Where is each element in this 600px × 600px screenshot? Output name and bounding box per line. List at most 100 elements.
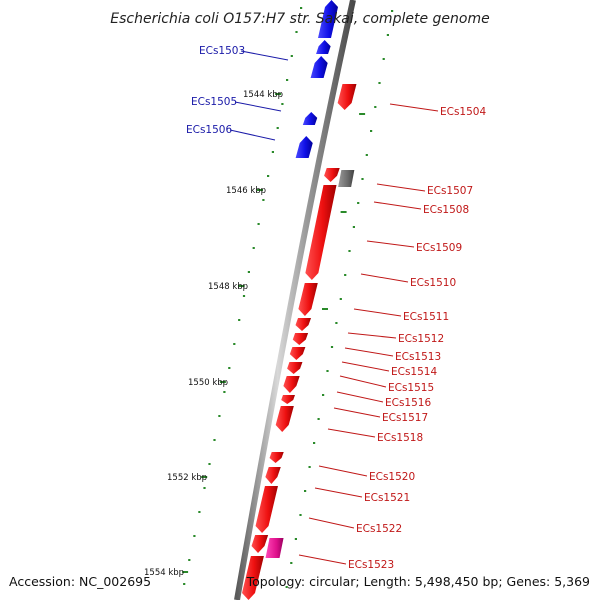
gene-label[interactable]: ECs1508 (423, 204, 469, 216)
kbp-label: 1546 kbp (226, 186, 266, 196)
leader-line (229, 129, 276, 141)
gene-features (242, 0, 357, 600)
kbp-tick (201, 476, 208, 478)
gene-label[interactable]: ECs1517 (382, 412, 428, 424)
gene-feature (275, 406, 294, 432)
gene-feature (269, 452, 284, 463)
tick-dot (290, 562, 293, 564)
leader-line (373, 201, 422, 210)
gene-feature (295, 318, 312, 331)
tick-dot (290, 55, 293, 57)
tick-dot (322, 394, 325, 396)
kbp-tick (219, 381, 226, 383)
kbp-tick (238, 285, 245, 287)
tick-dot (335, 322, 338, 324)
tick-dot (326, 370, 329, 372)
tick-dot (271, 151, 274, 153)
gene-feature (305, 185, 337, 280)
tick-dot (294, 538, 297, 540)
gene-label[interactable]: ECs1507 (427, 185, 473, 197)
tick-dot (223, 391, 226, 393)
gene-label[interactable]: ECs1506 (186, 124, 232, 136)
tick-dot (188, 559, 191, 561)
tick-dot (365, 154, 368, 156)
tick-dot (391, 10, 394, 12)
leader-line (327, 428, 376, 438)
gene-label[interactable]: ECs1523 (348, 559, 394, 571)
tick-dot (295, 31, 298, 33)
gene-feature (289, 347, 306, 360)
kbp-tick (257, 189, 263, 191)
leader-line (344, 347, 394, 357)
gene-feature (316, 40, 331, 54)
gene-label[interactable]: ECs1516 (385, 397, 431, 409)
gene-label[interactable]: ECs1503 (199, 45, 245, 57)
gene-feature (302, 112, 318, 125)
kbp-tick (275, 93, 282, 95)
kbp-tick (182, 571, 189, 573)
gene-label[interactable]: ECs1515 (388, 382, 434, 394)
leader-line (318, 465, 368, 477)
tick-dot (317, 418, 320, 420)
gene-label[interactable]: ECs1504 (440, 106, 486, 118)
tick-dot (267, 175, 270, 177)
tick-dot (252, 247, 255, 249)
gene-label[interactable]: ECs1521 (364, 492, 410, 504)
tick-dot (370, 130, 373, 132)
gene-label[interactable]: ECs1513 (395, 351, 441, 363)
tick-dot (304, 490, 307, 492)
leader-line (347, 332, 397, 339)
tick-dot (299, 514, 302, 516)
label-leader-lines (229, 50, 439, 565)
gene-label[interactable]: ECs1509 (416, 242, 462, 254)
tick-dash (359, 113, 366, 115)
tick-dot (313, 442, 316, 444)
tick-dot (300, 7, 303, 9)
leader-line (360, 273, 409, 283)
tick-dot (308, 466, 311, 468)
tick-dot (257, 223, 260, 225)
gene-feature (281, 395, 295, 404)
gene-label[interactable]: ECs1512 (398, 333, 444, 345)
leader-line (336, 391, 384, 403)
tick-dot (348, 250, 351, 252)
gene-label[interactable]: ECs1505 (191, 96, 237, 108)
gene-label[interactable]: ECs1511 (403, 311, 449, 323)
tick-dot (218, 415, 221, 417)
right-gene-labels: ECs1504 ECs1507 ECs1508 ECs1509 ECs1510 … (348, 106, 486, 571)
gene-label[interactable]: ECs1520 (369, 471, 415, 483)
kbp-label: 1554 kbp (144, 568, 184, 578)
kbp-label: 1544 kbp (243, 90, 283, 100)
gene-feature (295, 136, 313, 158)
tick-dot (262, 199, 265, 201)
genome-backbone (234, 0, 356, 600)
tick-dot (203, 487, 206, 489)
gene-feature (287, 362, 303, 374)
gene-feature (283, 376, 300, 393)
accession-text: Accession: NC_002695 (9, 574, 151, 589)
tick-dot (286, 79, 289, 81)
genome-title: Escherichia coli O157:H7 str. Sakai, com… (110, 11, 489, 27)
gene-label[interactable]: ECs1518 (377, 432, 423, 444)
tick-dot (374, 106, 377, 108)
kbp-tick-marks (182, 7, 394, 588)
gene-feature (310, 56, 328, 78)
gene-label[interactable]: ECs1514 (391, 366, 437, 378)
leader-line (298, 554, 347, 565)
gene-feature (251, 535, 269, 553)
tick-dot (238, 319, 241, 321)
tick-dot (386, 34, 389, 36)
leader-line (339, 375, 387, 388)
tick-dot (344, 274, 347, 276)
gene-feature (255, 486, 278, 533)
tick-dot (247, 271, 250, 273)
left-gene-labels: ECs1503 ECs1505 ECs1506 (186, 45, 245, 136)
topology-text: Topology: circular; Length: 5,498,450 bp… (246, 574, 590, 589)
gene-feature (298, 283, 318, 316)
tick-dot (285, 586, 288, 588)
gene-feature (324, 168, 340, 182)
tick-dot (339, 298, 342, 300)
gene-label[interactable]: ECs1522 (356, 523, 402, 535)
gene-label[interactable]: ECs1510 (410, 277, 456, 289)
